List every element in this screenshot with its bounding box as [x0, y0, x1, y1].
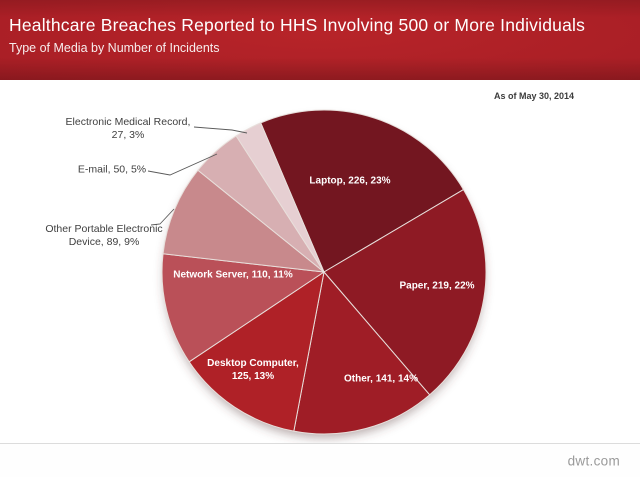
footer-bar: dwt.com — [0, 443, 640, 477]
leader-lines — [147, 126, 248, 226]
pie-slice-other-portable-electronic-device — [162, 169, 325, 273]
pie-slice-desktop-computer — [188, 271, 325, 432]
pie-slices — [161, 109, 487, 435]
pie-slice-electronic-medical-record — [235, 122, 325, 273]
slice-label-email: E-mail, 50, 5% — [77, 163, 147, 176]
leader-line-oped — [150, 208, 175, 226]
pie-slice-laptop — [260, 109, 464, 273]
page-title: Healthcare Breaches Reported to HHS Invo… — [9, 15, 586, 35]
slice-label-network-server: Network Server, 110, 11% — [173, 269, 293, 281]
pie-slice-paper — [323, 189, 487, 396]
slice-label-desktop-computer: Desktop Computer, 125, 13% — [207, 358, 299, 382]
chart-area: As of May 30, 2014 Laptop, 226, 23% Pape… — [0, 80, 640, 443]
slice-label-paper: Paper, 219, 22% — [399, 280, 475, 292]
page-subtitle: Type of Media by Number of Incidents — [9, 41, 220, 56]
footer-brand: dwt.com — [567, 453, 620, 468]
header-bar: Healthcare Breaches Reported to HHS Invo… — [0, 0, 640, 80]
slice-label-electronic-medical-record: Electronic Medical Record, 27, 3% — [65, 116, 191, 141]
pie-slice-network-server — [161, 253, 325, 363]
leader-line-email — [147, 153, 218, 176]
slice-label-laptop: Laptop, 226, 23% — [309, 175, 391, 187]
leader-line-emr — [193, 126, 248, 134]
slice-label-other: Other, 141, 14% — [344, 373, 418, 385]
pie-chart — [147, 109, 487, 438]
as-of-note: As of May 30, 2014 — [493, 91, 575, 101]
slice-label-other-portable-electronic-device: Other Portable Electronic Device, 89, 9% — [45, 223, 163, 248]
pie-slice-other — [293, 271, 431, 435]
